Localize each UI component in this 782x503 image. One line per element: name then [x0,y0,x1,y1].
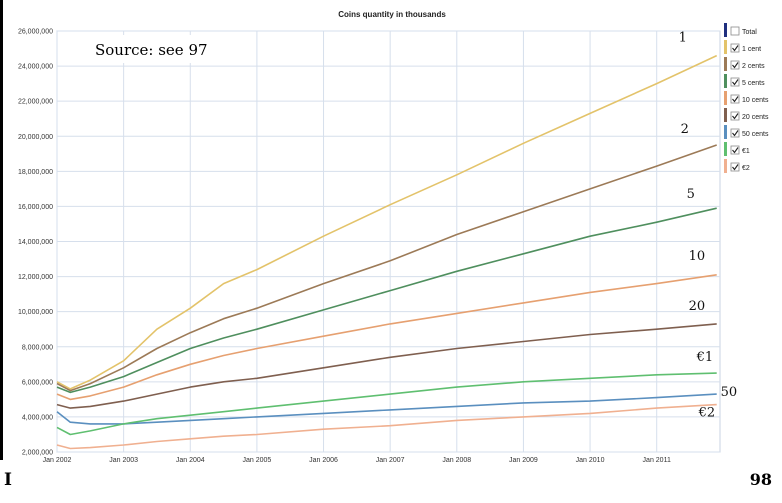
legend-checkbox[interactable] [730,77,740,87]
legend-checkbox[interactable] [730,128,740,138]
x-tick-label: Jan 2004 [176,457,205,464]
x-tick-label: Jan 2009 [509,457,538,464]
legend-entry: Total [742,29,757,36]
series-end-label: 20 [689,299,706,314]
left-rule [0,0,3,460]
legend-swatch [724,142,727,156]
legend-entry: 1 cent [742,46,761,53]
y-tick-label: 14,000,000 [18,239,53,246]
y-tick-label: 20,000,000 [18,134,53,141]
x-tick-label: Jan 2003 [109,457,138,464]
series-end-label: 1 [679,31,687,46]
legend-checkbox[interactable] [730,111,740,121]
y-tick-label: 8,000,000 [22,344,53,351]
series-end-label: €1 [696,350,714,365]
legend-checkbox[interactable] [730,60,740,70]
y-tick-label: 24,000,000 [18,64,53,71]
checkmark-icon [732,79,739,86]
footer-left: I [4,470,12,490]
x-tick-label: Jan 2011 [643,457,671,464]
x-tick-labels: Jan 2002 Jan 2003 Jan 2004 Jan 2005 Jan 2006… [43,457,671,464]
checkmark-icon [732,113,739,120]
series-lines [56,54,718,450]
y-tick-label: 18,000,000 [18,169,53,176]
source-annotation: Source: see 97 [95,41,208,59]
y-tick-label: 10,000,000 [18,309,53,316]
x-tick-label: Jan 2006 [309,457,338,464]
series-line [56,323,717,409]
legend-entry: 5 cents [742,80,765,87]
legend-swatch [724,108,727,122]
x-tick-label: Jan 2008 [442,457,471,464]
legend-checkbox[interactable] [730,43,740,53]
x-tick-label: Jan 2002 [43,457,72,464]
y-tick-label: 4,000,000 [22,414,53,421]
series-line [56,403,717,450]
checkmark-icon [732,147,739,154]
legend-entry: €1 [742,148,750,155]
x-tick-label: Jan 2007 [376,457,405,464]
legend-entry: 10 cents [742,97,769,104]
legend-entry: €2 [742,165,750,172]
legend-swatch [724,23,727,37]
series-line [56,372,717,436]
legend-swatch [724,159,727,173]
legend-swatch [724,91,727,105]
series-end-label: €2 [698,406,716,421]
y-tick-label: 12,000,000 [18,274,53,281]
y-tick-labels: 2,000,000 4,000,000 6,000,000 8,000,000 10,0… [18,29,53,457]
checkmark-icon [732,96,739,103]
series-end-labels: 1 2 5 10 20 50 €1 €2 [679,31,738,421]
chart-title: Coins quantity in thousands [338,10,446,19]
page-number: 98 [749,470,772,489]
legend-checkbox[interactable] [730,94,740,104]
x-tick-label: Jan 2005 [242,457,271,464]
series-end-label: 2 [681,122,689,137]
series-line [56,144,717,392]
y-tick-label: 16,000,000 [18,204,53,211]
legend-entry: 50 cents [742,131,769,138]
series-line [56,54,718,390]
checkmark-icon [732,164,739,171]
y-tick-label: 22,000,000 [18,99,53,106]
series-end-label: 50 [721,385,738,400]
legend-swatch [724,40,727,54]
checkmark-icon [732,130,739,137]
legend-entry: 20 cents [742,114,769,121]
legend-checkbox[interactable] [730,26,740,36]
checkmark-icon [732,62,739,69]
series-line [56,207,717,394]
series-line [56,393,717,425]
x-tick-label: Jan 2010 [576,457,605,464]
legend-swatch [724,125,727,139]
grid [56,30,721,453]
y-tick-label: 2,000,000 [22,450,53,457]
checkmark-icon [732,45,739,52]
legend: Total 1 cent 2 cents 5 cents 10 cents 20 cent… [724,23,769,173]
legend-swatch [724,74,727,88]
source-box [88,35,224,63]
legend-checkbox[interactable] [730,145,740,155]
legend-swatch [724,57,727,71]
series-end-label: 10 [689,249,706,264]
legend-entry: 2 cents [742,63,765,70]
series-line [56,274,717,401]
series-end-label: 5 [687,187,695,202]
y-tick-label: 26,000,000 [18,29,53,36]
legend-checkbox[interactable] [730,162,740,172]
y-tick-label: 6,000,000 [22,379,53,386]
